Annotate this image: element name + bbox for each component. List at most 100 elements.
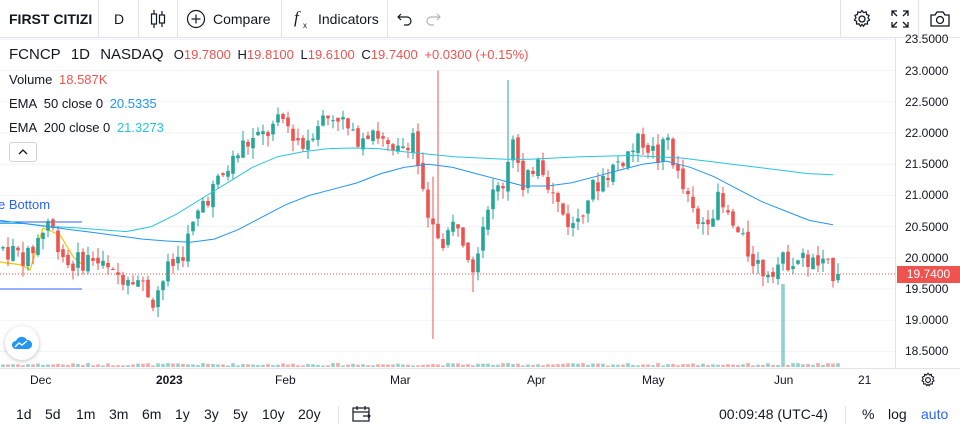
candle-body xyxy=(376,131,380,139)
volume-bar xyxy=(141,363,145,367)
range-button-20y[interactable]: 20y xyxy=(298,406,321,422)
price-tick-label: 19.5000 xyxy=(905,282,949,296)
candle-body xyxy=(756,260,760,264)
chart-grid xyxy=(0,38,895,352)
candle-body xyxy=(661,139,665,162)
range-button-1d[interactable]: 1d xyxy=(16,406,32,422)
toolbar-divider xyxy=(840,0,841,38)
range-button-1m[interactable]: 1m xyxy=(76,406,96,422)
legend-ema50-row[interactable]: EMA 50 close 0 20.5335 xyxy=(9,96,160,111)
fullscreen-button[interactable] xyxy=(891,0,909,38)
candle-body xyxy=(576,218,580,222)
goto-date-button[interactable] xyxy=(352,405,372,428)
collapse-legend-button[interactable] xyxy=(9,142,37,162)
candle-body xyxy=(581,215,585,217)
legend-symbol-row: FCNCP 1D NASDAQ O19.7800 H19.8100 L19.61… xyxy=(9,46,534,63)
interval-button[interactable]: D xyxy=(114,0,124,38)
range-button-10y[interactable]: 10y xyxy=(262,406,285,422)
candle-body xyxy=(301,137,305,149)
time-tick-label: May xyxy=(642,373,665,387)
price-tick-label: 20.0000 xyxy=(905,250,949,265)
axis-settings-button[interactable] xyxy=(920,372,936,393)
volume-bar xyxy=(186,364,190,367)
volume-bar xyxy=(716,364,720,367)
volume-bar xyxy=(1,364,5,367)
range-button-3m[interactable]: 3m xyxy=(109,406,129,422)
redo-button[interactable] xyxy=(425,0,441,38)
candle-body xyxy=(671,138,675,166)
volume-bar xyxy=(91,365,95,367)
candle-body xyxy=(126,280,130,286)
undo-button[interactable] xyxy=(397,0,413,38)
candle-body xyxy=(571,223,575,228)
compare-button[interactable]: Compare xyxy=(186,0,271,38)
volume-bar xyxy=(616,364,620,367)
volume-bar xyxy=(591,363,595,367)
price-tick-label: 19.0000 xyxy=(905,313,949,328)
volume-bar xyxy=(396,363,400,367)
candle-body xyxy=(456,224,460,229)
price-chart[interactable] xyxy=(0,38,960,368)
compare-label: Compare xyxy=(213,11,271,27)
volume-bar xyxy=(766,363,770,367)
volume-bar xyxy=(556,364,560,367)
candle-body xyxy=(711,218,715,227)
volume-bar xyxy=(806,363,810,367)
volume-bar xyxy=(691,363,695,367)
legend-ema200-row[interactable]: EMA 200 close 0 21.3273 xyxy=(9,120,167,135)
indicators-button[interactable]: f x Indicators xyxy=(293,0,379,38)
candle-body xyxy=(31,246,35,254)
candle-body xyxy=(771,271,775,277)
volume-bar xyxy=(226,365,230,367)
candle-body xyxy=(386,140,390,145)
auto-scale-toggle[interactable]: auto xyxy=(921,406,949,422)
volume-bar xyxy=(416,365,420,367)
snapshot-button[interactable] xyxy=(929,0,951,38)
timezone-clock[interactable]: 00:09:48 (UTC-4) xyxy=(719,406,828,422)
volume-bar xyxy=(336,363,340,367)
price-tick-label: 20.5000 xyxy=(905,219,949,234)
range-button-1y[interactable]: 1y xyxy=(175,406,190,422)
range-button-5d[interactable]: 5d xyxy=(45,406,61,422)
candle-body xyxy=(461,227,465,246)
candle-body xyxy=(496,185,500,192)
candle-body xyxy=(766,274,770,278)
symbol-search-button[interactable]: FIRST CITIZI xyxy=(9,0,92,38)
volume-bar xyxy=(151,365,155,367)
volume-bar xyxy=(326,365,330,367)
volume-bar xyxy=(166,363,170,367)
volume-bar xyxy=(656,363,660,367)
range-button-6m[interactable]: 6m xyxy=(142,406,162,422)
candle-body xyxy=(166,261,170,282)
candle-body xyxy=(201,201,205,213)
volume-bar xyxy=(331,363,335,367)
candle-body xyxy=(16,247,20,251)
toolbar-divider xyxy=(387,0,388,38)
candle-body xyxy=(151,299,155,308)
toolbar-divider xyxy=(918,0,919,38)
volume-bar xyxy=(31,364,35,367)
candle-body xyxy=(441,239,445,249)
legend-volume-row[interactable]: Volume 18.587K xyxy=(9,72,110,87)
candle-body xyxy=(476,253,480,273)
volume-bar xyxy=(401,364,405,367)
range-button-3y[interactable]: 3y xyxy=(204,406,219,422)
range-button-5y[interactable]: 5y xyxy=(233,406,248,422)
volume-bar xyxy=(491,364,495,367)
candle-body xyxy=(331,120,335,122)
candle-body xyxy=(516,137,520,163)
camera-icon xyxy=(930,11,950,27)
settings-button[interactable] xyxy=(852,0,872,38)
log-scale-toggle[interactable]: log xyxy=(888,406,907,422)
candle-body xyxy=(526,170,530,189)
toolbar-divider xyxy=(177,0,178,38)
volume-bar xyxy=(266,363,270,367)
volume-bar xyxy=(461,364,465,367)
volume-bar xyxy=(66,364,70,367)
chart-type-button[interactable] xyxy=(150,0,166,38)
candle-body xyxy=(591,180,595,200)
tradingview-logo[interactable] xyxy=(5,326,39,360)
percent-scale-toggle[interactable]: % xyxy=(862,406,875,422)
volume-bar xyxy=(536,364,540,367)
candle-body xyxy=(656,144,660,163)
